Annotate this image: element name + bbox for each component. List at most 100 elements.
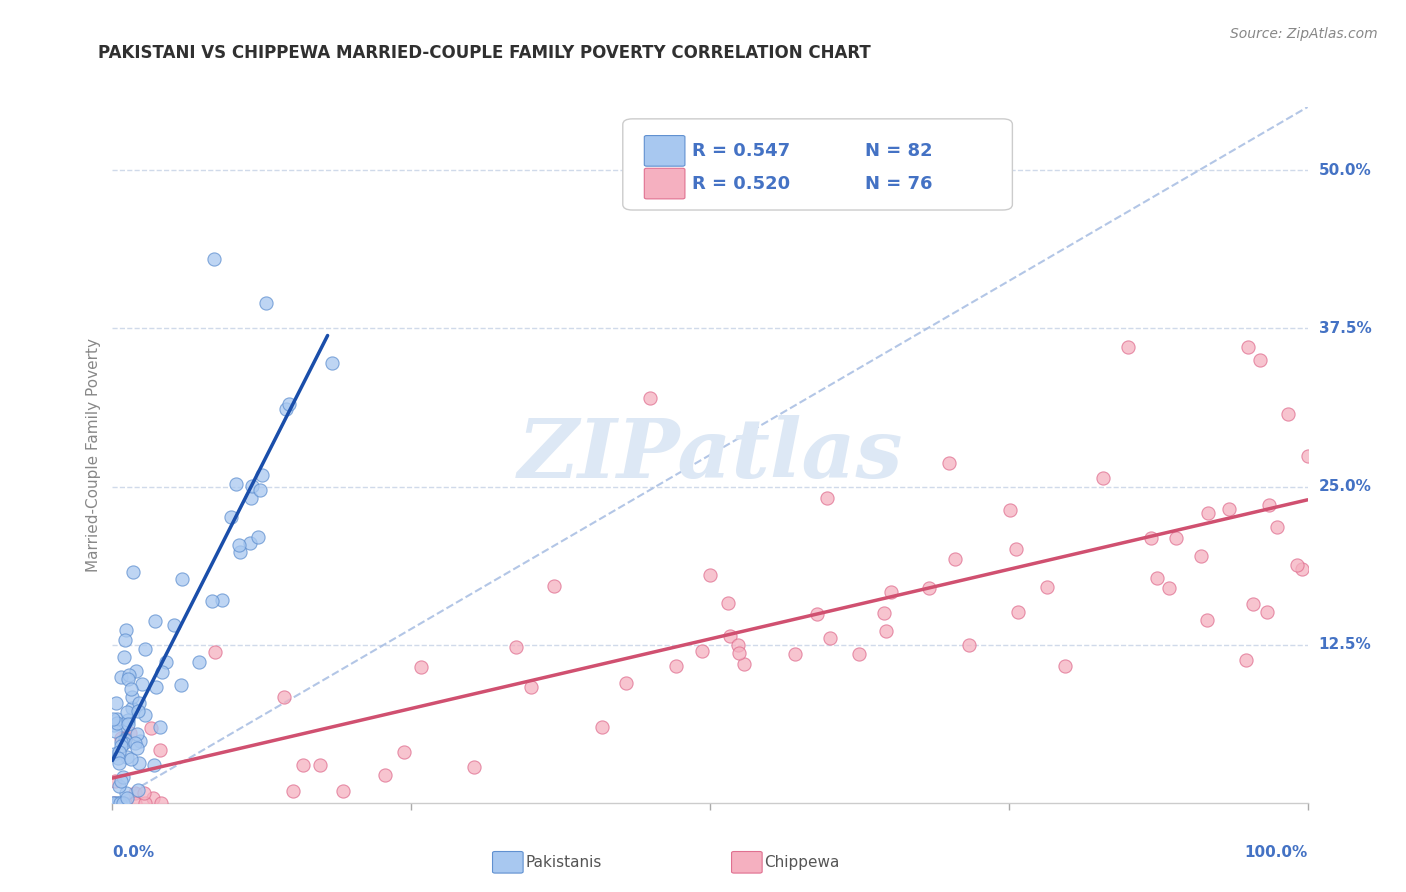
Point: [111, 717, 134, 731]
Point: [1157, 581, 1180, 595]
Text: 37.5%: 37.5%: [1319, 321, 1371, 336]
Point: [128, 734, 150, 748]
Point: [254, 296, 277, 310]
Point: [225, 476, 247, 491]
Point: [1296, 449, 1319, 463]
Point: [134, 642, 156, 657]
FancyBboxPatch shape: [644, 136, 685, 166]
Point: [170, 572, 193, 586]
Point: [281, 784, 304, 798]
Point: [374, 767, 396, 781]
Text: 50.0%: 50.0%: [1319, 163, 1371, 178]
Point: [101, 796, 124, 810]
Point: [117, 706, 139, 720]
Point: [128, 756, 150, 770]
Point: [107, 751, 129, 765]
Point: [145, 614, 167, 628]
Text: 100.0%: 100.0%: [1244, 845, 1308, 860]
Text: N = 82: N = 82: [865, 142, 934, 160]
Point: [249, 483, 271, 497]
Text: Pakistanis: Pakistanis: [524, 855, 602, 870]
Point: [114, 623, 136, 637]
Point: [228, 545, 250, 559]
Point: [638, 391, 662, 405]
Point: [917, 581, 939, 595]
Point: [733, 657, 755, 672]
Point: [112, 770, 135, 784]
Point: [219, 510, 242, 524]
Text: N = 76: N = 76: [865, 175, 934, 193]
Point: [117, 716, 139, 731]
FancyBboxPatch shape: [644, 169, 685, 199]
Point: [665, 659, 688, 673]
Point: [815, 491, 838, 505]
Point: [1140, 531, 1163, 545]
Point: [107, 779, 129, 793]
Point: [117, 790, 139, 805]
Point: [1256, 606, 1278, 620]
Point: [105, 716, 128, 731]
Point: [145, 680, 167, 694]
Point: [121, 690, 143, 704]
Point: [120, 752, 142, 766]
Point: [105, 796, 128, 810]
Y-axis label: Married-Couple Family Poverty: Married-Couple Family Poverty: [86, 338, 101, 572]
Point: [818, 632, 841, 646]
Point: [614, 676, 637, 690]
Point: [104, 696, 127, 710]
Point: [252, 468, 274, 483]
Point: [1291, 562, 1313, 576]
Point: [127, 704, 149, 718]
Point: [274, 402, 297, 417]
Point: [117, 672, 139, 686]
Point: [543, 579, 565, 593]
Point: [204, 645, 226, 659]
Point: [1004, 542, 1026, 557]
Point: [1116, 340, 1139, 354]
Point: [938, 456, 960, 470]
Point: [1189, 549, 1212, 564]
FancyBboxPatch shape: [623, 119, 1012, 210]
Text: Chippewa: Chippewa: [763, 855, 839, 870]
Point: [118, 668, 141, 682]
Point: [124, 736, 146, 750]
Point: [1197, 507, 1219, 521]
Point: [143, 757, 166, 772]
Text: 0.0%: 0.0%: [112, 845, 155, 860]
Point: [132, 786, 155, 800]
Point: [110, 796, 132, 810]
Point: [124, 664, 146, 678]
Point: [591, 720, 613, 734]
Point: [321, 356, 343, 370]
Point: [112, 796, 135, 810]
Point: [848, 647, 870, 661]
Point: [110, 735, 132, 749]
Point: [105, 712, 128, 726]
Point: [127, 783, 149, 797]
Point: [699, 568, 721, 582]
Point: [1249, 353, 1271, 368]
Point: [1007, 605, 1029, 619]
Point: [1054, 658, 1077, 673]
Text: 12.5%: 12.5%: [1319, 637, 1371, 652]
Point: [957, 638, 980, 652]
Point: [690, 643, 713, 657]
Point: [112, 796, 135, 810]
Point: [128, 696, 150, 710]
Point: [114, 733, 136, 747]
Point: [202, 252, 225, 266]
Point: [110, 731, 132, 745]
Point: [110, 670, 132, 684]
Point: [110, 739, 132, 753]
Point: [117, 714, 139, 728]
Point: [1091, 471, 1114, 485]
Point: [127, 740, 149, 755]
Point: [115, 749, 138, 764]
Point: [1241, 597, 1264, 611]
Point: [112, 735, 135, 749]
Point: [463, 759, 485, 773]
Point: [118, 726, 141, 740]
Point: [1257, 498, 1279, 512]
Point: [392, 746, 415, 760]
FancyBboxPatch shape: [492, 852, 523, 873]
